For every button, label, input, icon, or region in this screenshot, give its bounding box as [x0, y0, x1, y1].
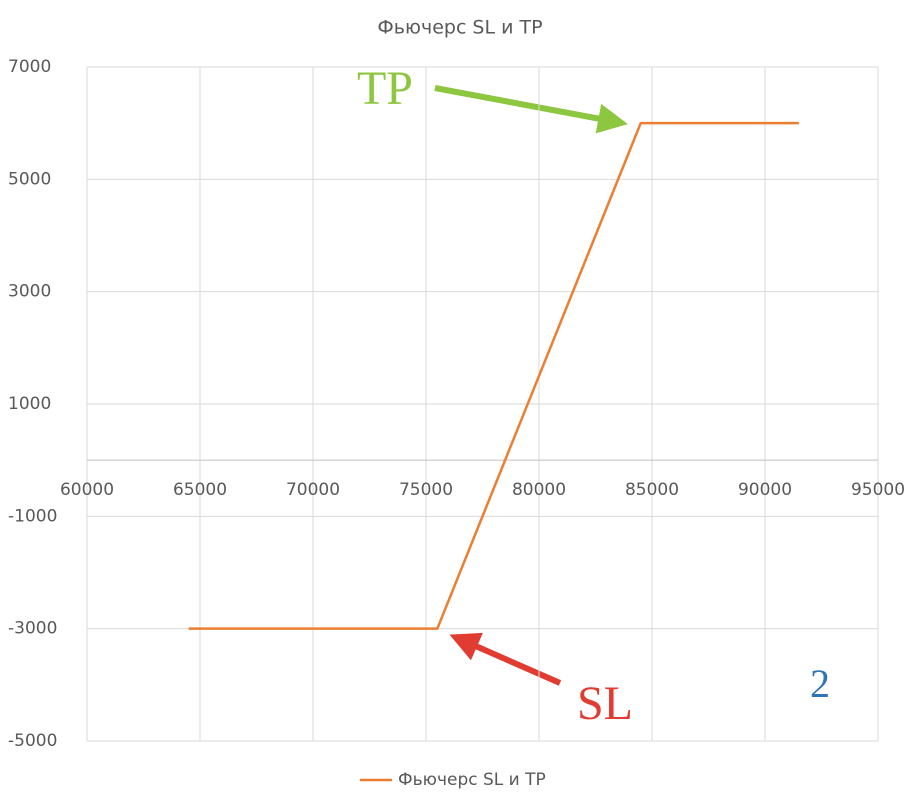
x-tick-label: 95000 — [851, 480, 905, 500]
y-tick-label: 3000 — [8, 282, 51, 302]
x-tick-label: 70000 — [286, 480, 340, 500]
x-tick-label: 60000 — [60, 480, 114, 500]
sl-arrow — [449, 632, 562, 686]
x-tick-label: 80000 — [512, 480, 566, 500]
y-tick-label: 1000 — [8, 394, 51, 414]
x-tick-label: 85000 — [625, 480, 679, 500]
y-tick-label: 5000 — [8, 169, 51, 189]
annotation: 2 — [810, 661, 830, 706]
y-tick-label: -3000 — [8, 619, 57, 639]
x-tick-label: 90000 — [738, 480, 792, 500]
y-tick-label: 7000 — [8, 57, 51, 77]
tp-arrow — [434, 85, 628, 134]
y-tick-label: -1000 — [8, 506, 57, 526]
y-tick-label: -5000 — [8, 731, 57, 751]
annotation: SL — [577, 677, 633, 730]
chart-title: Фьючерс SL и TP — [377, 17, 542, 39]
series-line — [188, 121, 799, 630]
x-tick-label: 75000 — [399, 480, 453, 500]
x-tick-label: 65000 — [173, 480, 227, 500]
annotation: TP — [357, 62, 413, 115]
legend-label: Фьючерс SL и TP — [398, 770, 546, 790]
